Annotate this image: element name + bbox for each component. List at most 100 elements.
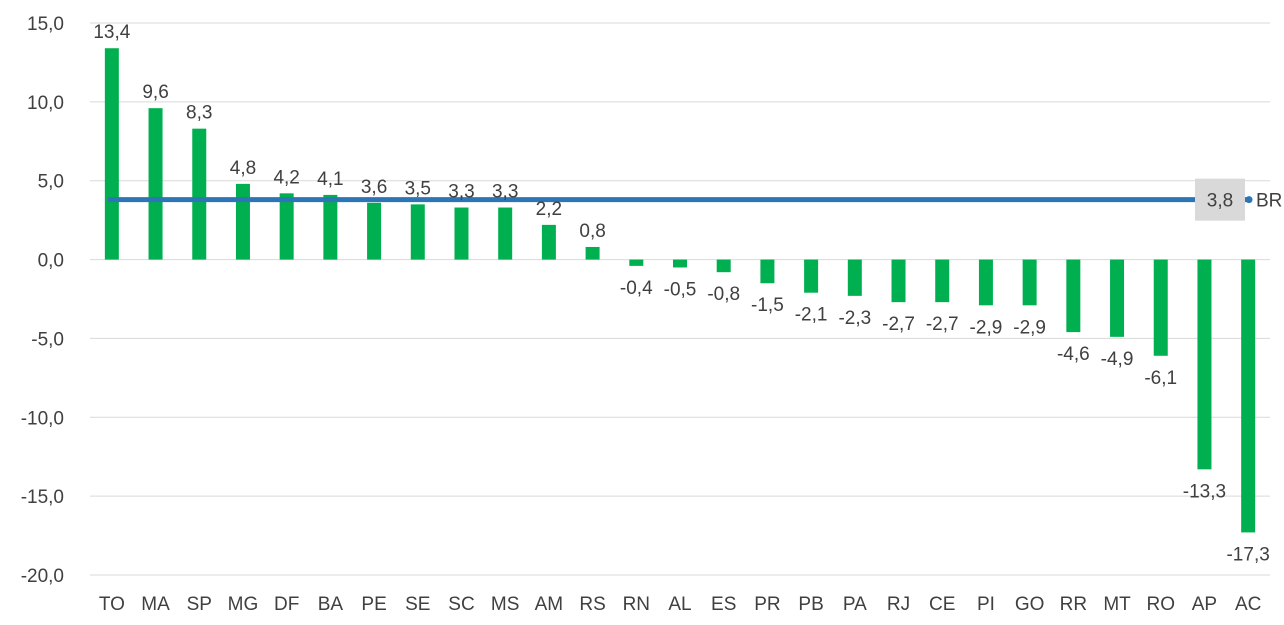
bar bbox=[367, 202, 382, 260]
bar bbox=[1066, 259, 1081, 333]
data-label: -6,1 bbox=[1144, 368, 1177, 389]
x-tick-label: AC bbox=[1235, 594, 1261, 615]
y-tick-label: 0,0 bbox=[38, 251, 64, 272]
bar bbox=[1153, 259, 1168, 356]
data-label: 3,6 bbox=[361, 177, 387, 198]
x-tick-label: PB bbox=[798, 594, 823, 615]
data-label: -4,9 bbox=[1101, 349, 1134, 370]
x-tick-label: BA bbox=[318, 594, 344, 615]
bar bbox=[847, 259, 862, 296]
bar bbox=[935, 259, 950, 303]
bar bbox=[498, 207, 513, 260]
bar bbox=[716, 259, 731, 273]
data-label: -2,9 bbox=[1013, 317, 1046, 338]
bar bbox=[1197, 259, 1212, 470]
y-tick-label: -5,0 bbox=[31, 329, 64, 350]
data-label: 0,8 bbox=[579, 221, 605, 242]
data-label: 4,1 bbox=[317, 169, 343, 190]
reference-name-label: BR bbox=[1256, 191, 1282, 212]
x-tick-label: AL bbox=[668, 594, 691, 615]
x-tick-label: MT bbox=[1103, 594, 1131, 615]
bar bbox=[541, 224, 556, 260]
x-tick-label: PE bbox=[361, 594, 386, 615]
bar bbox=[804, 259, 819, 293]
bar bbox=[323, 194, 338, 260]
bar bbox=[629, 259, 644, 266]
x-axis-ticks: TO MA SP MG DF BA PE SE SC MS AM RS RN AL ES PR PB PA RJ CE… bbox=[99, 594, 1262, 615]
data-label: 9,6 bbox=[142, 82, 168, 103]
data-label: -17,3 bbox=[1226, 544, 1269, 565]
data-label: -13,3 bbox=[1183, 481, 1226, 502]
x-tick-label: SE bbox=[405, 594, 430, 615]
bar bbox=[1241, 259, 1256, 533]
data-label: -0,4 bbox=[620, 278, 653, 299]
bar bbox=[891, 259, 906, 303]
y-axis-ticks: 15,0 10,0 5,0 0,0 -5,0 -10,0 -15,0 -20,0 bbox=[21, 14, 64, 587]
y-tick-label: 15,0 bbox=[27, 14, 64, 35]
data-label: -2,7 bbox=[882, 314, 915, 335]
data-label: -2,9 bbox=[970, 317, 1003, 338]
bar bbox=[454, 207, 469, 260]
x-tick-label: PR bbox=[754, 594, 780, 615]
x-tick-label: TO bbox=[99, 594, 125, 615]
y-tick-label: 10,0 bbox=[27, 93, 64, 114]
bar bbox=[585, 246, 600, 260]
reference-label-box bbox=[1195, 178, 1245, 221]
data-label: 2,2 bbox=[536, 199, 562, 220]
data-label: 3,3 bbox=[492, 182, 518, 203]
data-label: 4,2 bbox=[273, 167, 299, 188]
reference-line-marker bbox=[1245, 196, 1253, 204]
y-tick-label: -10,0 bbox=[21, 408, 64, 429]
data-label: 3,5 bbox=[405, 178, 431, 199]
x-tick-label: RS bbox=[579, 594, 605, 615]
x-tick-label: MS bbox=[491, 594, 520, 615]
data-label: -0,5 bbox=[664, 279, 697, 300]
x-tick-label: SP bbox=[187, 594, 212, 615]
x-tick-label: CE bbox=[929, 594, 955, 615]
data-labels: 13,4 9,6 8,3 4,8 4,2 4,1 3,6 3,5 3,3 3,3 2,2 0,8 -0,… bbox=[93, 22, 1269, 565]
bar bbox=[235, 183, 250, 260]
reference-line-group: 3,8 BR bbox=[108, 178, 1282, 221]
data-label: 4,8 bbox=[230, 158, 256, 179]
bar bbox=[192, 128, 207, 260]
y-tick-label: -15,0 bbox=[21, 487, 64, 508]
x-tick-label: GO bbox=[1015, 594, 1045, 615]
bars bbox=[104, 48, 1256, 533]
gridlines bbox=[90, 22, 1270, 576]
x-tick-label: RN bbox=[623, 594, 650, 615]
x-tick-label: ES bbox=[711, 594, 736, 615]
bar bbox=[1110, 259, 1125, 337]
x-tick-label: PI bbox=[977, 594, 995, 615]
data-label: -2,1 bbox=[795, 305, 828, 326]
bar bbox=[148, 108, 163, 260]
data-label: 8,3 bbox=[186, 103, 212, 124]
data-label: -0,8 bbox=[707, 284, 740, 305]
x-tick-label: AP bbox=[1192, 594, 1217, 615]
data-label: -2,7 bbox=[926, 314, 959, 335]
x-tick-label: MA bbox=[141, 594, 170, 615]
x-tick-label: SC bbox=[448, 594, 474, 615]
y-tick-label: -20,0 bbox=[21, 566, 64, 587]
data-label: -2,3 bbox=[838, 308, 871, 329]
data-label: -1,5 bbox=[751, 295, 784, 316]
bar bbox=[760, 259, 775, 284]
x-tick-label: RJ bbox=[887, 594, 910, 615]
x-tick-label: AM bbox=[535, 594, 564, 615]
bar bbox=[279, 193, 294, 260]
y-tick-label: 5,0 bbox=[38, 172, 64, 193]
x-tick-label: DF bbox=[274, 594, 299, 615]
bar bbox=[410, 204, 425, 260]
data-label: 13,4 bbox=[93, 22, 130, 43]
x-tick-label: PA bbox=[843, 594, 867, 615]
bar bbox=[1022, 259, 1037, 306]
bar bbox=[673, 259, 687, 268]
data-label: -4,6 bbox=[1057, 344, 1090, 365]
x-tick-label: RR bbox=[1060, 594, 1087, 615]
x-tick-label: RO bbox=[1146, 594, 1175, 615]
x-tick-label: MG bbox=[228, 594, 259, 615]
bar bbox=[978, 259, 993, 306]
reference-value-label: 3,8 bbox=[1207, 191, 1233, 212]
bar bbox=[104, 48, 119, 260]
